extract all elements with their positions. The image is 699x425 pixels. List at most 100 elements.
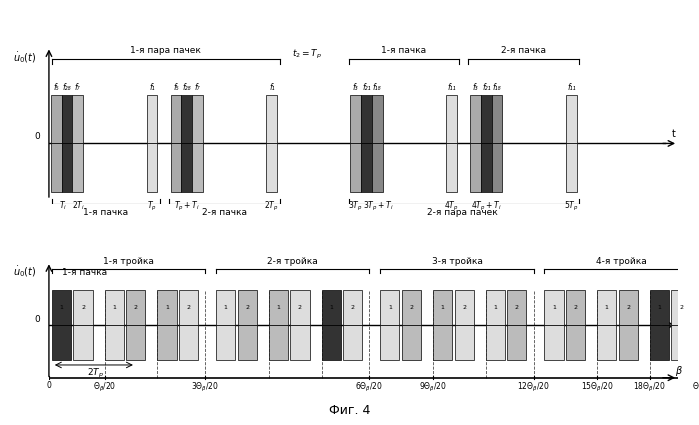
Text: 1: 1	[59, 305, 64, 310]
Bar	[566, 325, 585, 360]
Bar	[127, 325, 145, 360]
Bar	[350, 95, 361, 144]
Text: 1: 1	[224, 305, 228, 310]
Bar	[52, 325, 71, 360]
Text: t: t	[672, 312, 676, 323]
Text: $9\Theta_\beta/20$: $9\Theta_\beta/20$	[419, 381, 447, 394]
Bar	[192, 95, 203, 144]
Text: 2: 2	[410, 305, 413, 310]
Text: 2: 2	[515, 305, 519, 310]
Text: f₁₈: f₁₈	[493, 83, 501, 92]
Text: $\Theta_\beta/20$: $\Theta_\beta/20$	[93, 381, 116, 394]
Text: f₇: f₇	[195, 83, 201, 92]
Text: 2: 2	[574, 305, 577, 310]
Text: $4T_p+T_i$: $4T_p+T_i$	[471, 200, 502, 213]
Bar	[672, 290, 691, 325]
Text: 1: 1	[165, 305, 169, 310]
Text: 1: 1	[658, 305, 661, 310]
Bar	[105, 325, 124, 360]
Bar	[179, 290, 198, 325]
Bar	[470, 144, 481, 192]
Text: f₂₈: f₂₈	[182, 83, 191, 92]
Text: $4T_p$: $4T_p$	[444, 200, 459, 213]
Bar	[343, 290, 362, 325]
Bar	[147, 144, 157, 192]
Text: $\dot{u}_0(t)$: $\dot{u}_0(t)$	[13, 264, 37, 279]
Text: 1-я пачка: 1-я пачка	[62, 268, 108, 278]
Text: $t_2=T_p$: $t_2=T_p$	[291, 48, 322, 61]
Bar	[238, 290, 257, 325]
Bar	[147, 95, 157, 144]
Text: 2: 2	[679, 305, 683, 310]
Text: f₁₁: f₁₁	[447, 83, 456, 92]
Text: 2-я тройка: 2-я тройка	[268, 257, 318, 266]
Bar	[181, 144, 192, 192]
Text: 2: 2	[187, 305, 191, 310]
Bar	[486, 290, 505, 325]
Text: 4-я тройка: 4-я тройка	[596, 257, 647, 266]
Text: f₅: f₅	[173, 83, 179, 92]
Bar	[216, 325, 236, 360]
Bar	[51, 144, 62, 192]
Text: 2: 2	[245, 305, 250, 310]
Text: 0: 0	[34, 314, 40, 323]
Bar	[597, 325, 617, 360]
Text: 1-я тройка: 1-я тройка	[103, 257, 154, 266]
Bar	[179, 325, 198, 360]
Text: $2T_p$: $2T_p$	[87, 366, 103, 380]
Text: f₂₈: f₂₈	[63, 83, 71, 92]
Text: 1-я пара пачек: 1-я пара пачек	[130, 45, 201, 55]
Bar	[361, 95, 372, 144]
Text: $12\Theta_\beta/20$: $12\Theta_\beta/20$	[517, 381, 550, 394]
Bar	[402, 325, 421, 360]
Bar	[454, 290, 474, 325]
Text: $\dot{u}_0(t)$: $\dot{u}_0(t)$	[13, 51, 37, 65]
Bar	[491, 144, 503, 192]
Text: f₁: f₁	[269, 83, 275, 92]
Bar	[619, 290, 638, 325]
Bar	[266, 95, 278, 144]
Bar	[322, 290, 340, 325]
Bar	[62, 95, 72, 144]
Text: f₁₈: f₁₈	[373, 83, 382, 92]
Text: 2: 2	[351, 305, 354, 310]
Bar	[566, 144, 577, 192]
Bar	[269, 325, 288, 360]
Text: $6\Theta_\beta/20$: $6\Theta_\beta/20$	[355, 381, 384, 394]
Text: 2: 2	[626, 305, 630, 310]
Bar	[171, 95, 181, 144]
Bar	[481, 144, 491, 192]
Bar	[73, 290, 93, 325]
Text: $3\Theta_\beta/20$: $3\Theta_\beta/20$	[192, 381, 219, 394]
Text: f₂₁: f₂₁	[482, 83, 491, 92]
Text: 0: 0	[34, 133, 40, 142]
Text: $2T_p$: $2T_p$	[264, 200, 279, 213]
Text: 2: 2	[134, 305, 138, 310]
Text: 1: 1	[493, 305, 497, 310]
Bar	[433, 325, 452, 360]
Bar	[171, 144, 181, 192]
Bar	[216, 290, 236, 325]
Text: $\Theta_\beta$: $\Theta_\beta$	[692, 381, 699, 394]
Bar	[72, 144, 83, 192]
Text: f₅: f₅	[53, 83, 59, 92]
Text: f₃: f₃	[353, 83, 359, 92]
Bar	[105, 290, 124, 325]
Text: 2-я пачка: 2-я пачка	[202, 208, 247, 217]
Bar	[446, 95, 457, 144]
Bar	[672, 325, 691, 360]
Text: $2T_i$: $2T_i$	[73, 200, 85, 212]
Bar	[446, 144, 457, 192]
Bar	[380, 325, 399, 360]
Bar	[597, 290, 617, 325]
Bar	[402, 290, 421, 325]
Bar	[192, 144, 203, 192]
Text: $T_p$: $T_p$	[147, 200, 157, 213]
Bar	[181, 95, 192, 144]
Bar	[372, 144, 382, 192]
Bar	[566, 95, 577, 144]
Bar	[157, 325, 177, 360]
Bar	[350, 144, 361, 192]
Text: Фиг. 4: Фиг. 4	[329, 403, 370, 416]
Bar	[343, 325, 362, 360]
